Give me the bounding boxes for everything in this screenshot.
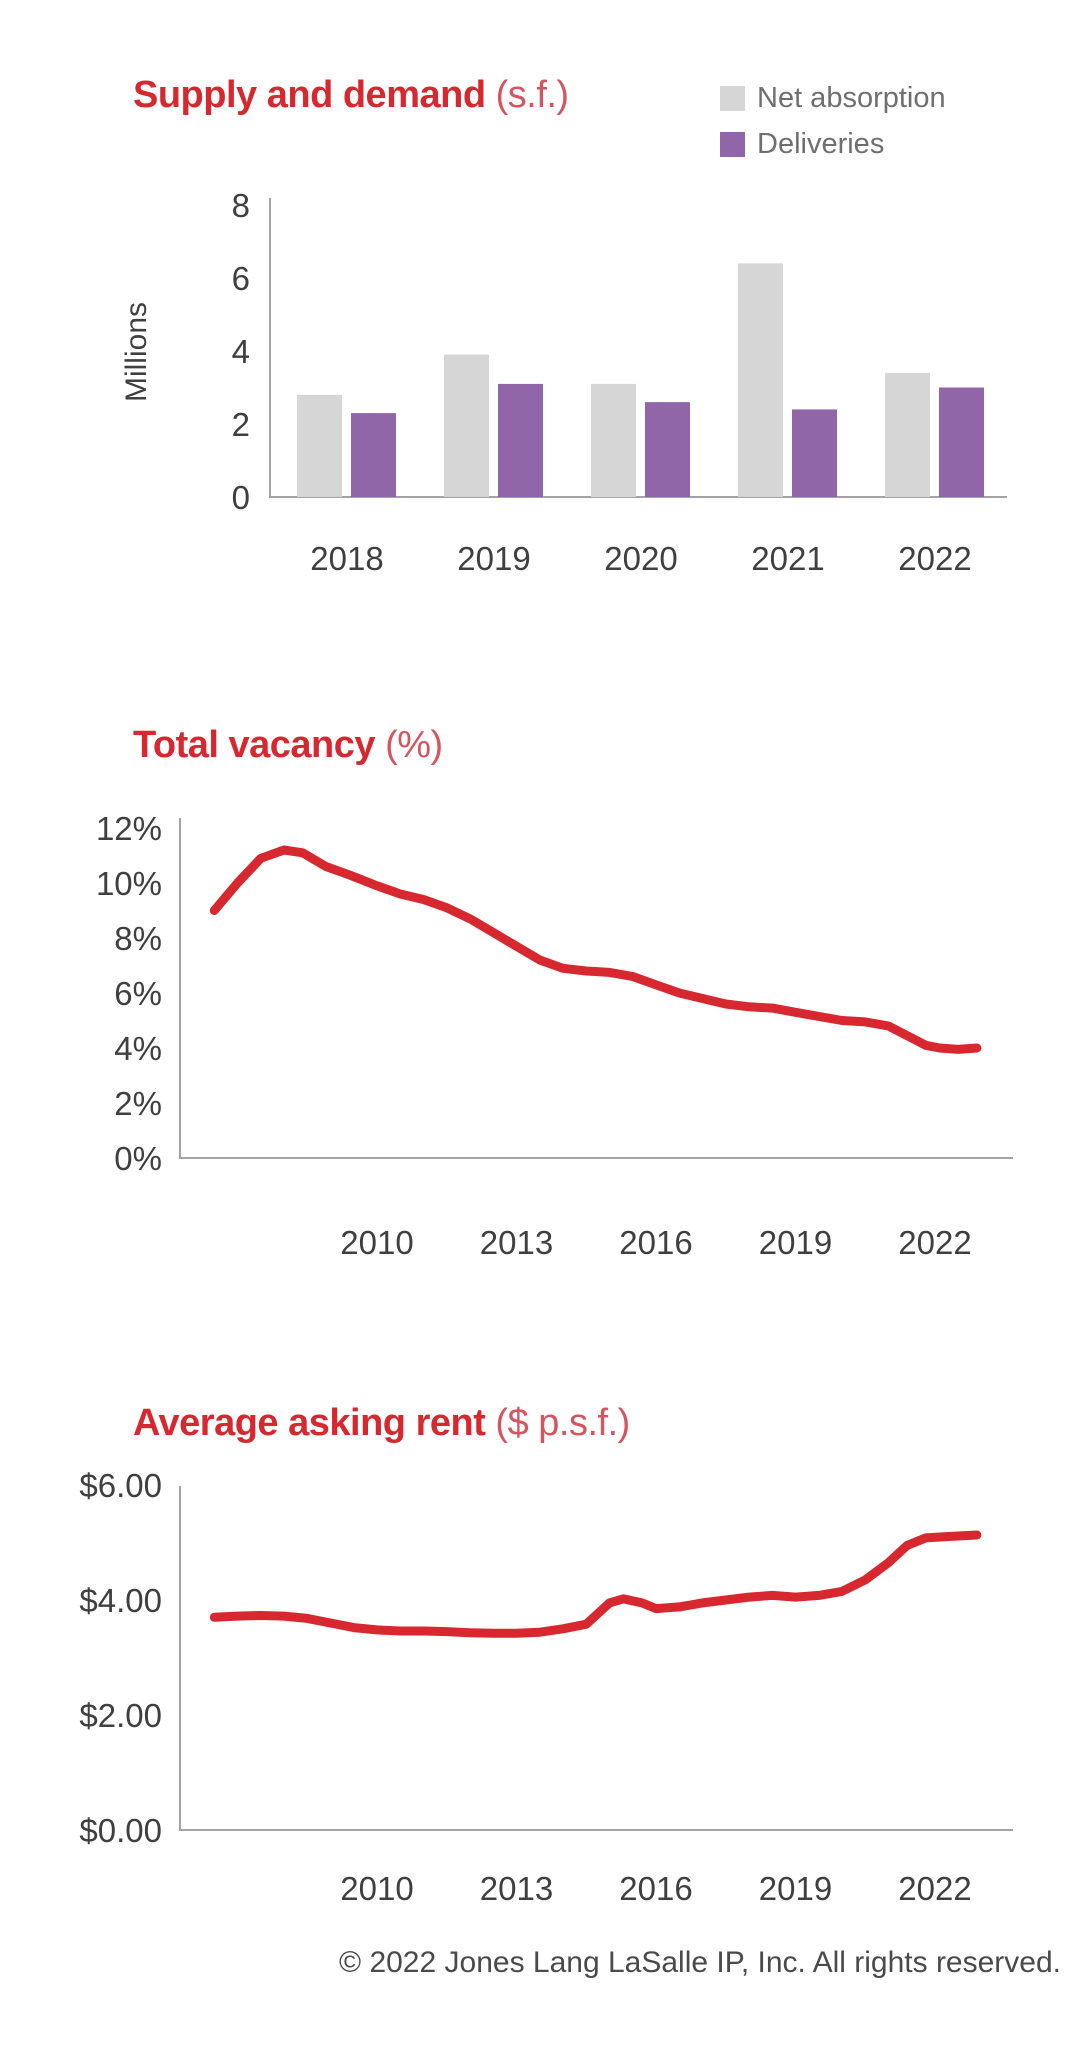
y-tick-label: 6: [232, 260, 250, 297]
bar-deliveries-2020: [645, 402, 690, 497]
x-tick-label: 2010: [340, 1870, 413, 1907]
net-absorption-legend-label: Net absorption: [757, 82, 946, 114]
x-tick-label: 2016: [619, 1224, 692, 1261]
average-asking-rent-title-text: Average asking rent: [133, 1402, 486, 1444]
bar-deliveries-2018: [351, 413, 396, 497]
y-tick-label: $0.00: [79, 1812, 162, 1849]
average-asking-rent-line: [209, 1530, 982, 1638]
y-tick-label: $4.00: [79, 1582, 162, 1619]
deliveries-swatch-icon: [720, 132, 745, 157]
average-asking-rent-unit: ($ p.s.f.): [495, 1402, 630, 1444]
total-vacancy-line: [209, 845, 982, 1054]
y-tick-label: 10%: [96, 865, 162, 902]
y-tick-label: 0%: [114, 1140, 162, 1177]
y-tick-label: 2: [232, 406, 250, 443]
copyright-footer: © 2022 Jones Lang LaSalle IP, Inc. All r…: [339, 1946, 1061, 1979]
y-tick-label: 6%: [114, 975, 162, 1012]
bar-net-absorption-2018: [297, 394, 342, 497]
supply-demand-title-text: Supply and demand: [133, 74, 486, 116]
y-axis-title: Millions: [120, 302, 153, 402]
x-tick-label: 2016: [619, 1870, 692, 1907]
x-tick-label: 2022: [898, 540, 971, 577]
supply-demand-unit: (s.f.): [495, 74, 569, 116]
total-vacancy-unit: (%): [385, 724, 443, 766]
bar-net-absorption-2021: [738, 263, 783, 497]
y-tick-label: 4: [232, 333, 250, 370]
bar-net-absorption-2019: [444, 354, 489, 497]
x-tick-label: 2013: [480, 1870, 553, 1907]
x-tick-label: 2018: [310, 540, 383, 577]
bar-net-absorption-2020: [591, 383, 636, 498]
net-absorption-swatch-icon: [720, 86, 745, 111]
deliveries-legend-label: Deliveries: [757, 128, 885, 160]
supply-demand-bar-chart: 0 2 4 6 8 Millions 2018 2019 2020 2021 2022: [120, 187, 1007, 577]
bar-deliveries-2019: [498, 383, 543, 498]
bar-net-absorption-2022: [885, 372, 930, 497]
x-tick-label: 2022: [898, 1224, 971, 1261]
x-tick-label: 2021: [751, 540, 824, 577]
x-tick-label: 2019: [759, 1870, 832, 1907]
y-tick-label: 4%: [114, 1030, 162, 1067]
x-tick-label: 2010: [340, 1224, 413, 1261]
bar-deliveries-2021: [792, 409, 837, 497]
total-vacancy-title-text: Total vacancy: [133, 724, 376, 766]
legend-row-deliveries: Deliveries: [720, 128, 946, 161]
legend-row-net-absorption: Net absorption: [720, 82, 946, 115]
supply-demand-legend: Net absorption Deliveries: [720, 82, 946, 174]
axis-lines: [179, 818, 1013, 1159]
x-tick-label: 2013: [480, 1224, 553, 1261]
y-tick-label: 8: [232, 187, 250, 224]
average-asking-rent-line-chart: $0.00 $2.00 $4.00 $6.00 2010 2013 2016 2019 2022: [79, 1470, 1013, 1907]
y-tick-label: 0: [232, 479, 250, 516]
x-tick-label: 2019: [759, 1224, 832, 1261]
y-tick-label: 8%: [114, 920, 162, 957]
x-tick-label: 2019: [457, 540, 530, 577]
x-tick-label: 2020: [604, 540, 677, 577]
y-tick-label: $6.00: [79, 1470, 162, 1504]
x-tick-label: 2022: [898, 1870, 971, 1907]
y-tick-label: 12%: [96, 810, 162, 847]
supply-demand-title: Supply and demand (s.f.): [133, 74, 569, 117]
average-asking-rent-title: Average asking rent ($ p.s.f.): [133, 1402, 630, 1445]
total-vacancy-title: Total vacancy (%): [133, 724, 443, 767]
total-vacancy-line-chart: 0% 2% 4% 6% 8% 10% 12% 2010 2013 2016 2019 2022: [96, 810, 1013, 1261]
axis-lines: [179, 1486, 1013, 1831]
y-tick-label: 2%: [114, 1085, 162, 1122]
bar-deliveries-2022: [939, 387, 984, 497]
y-tick-label: $2.00: [79, 1697, 162, 1734]
